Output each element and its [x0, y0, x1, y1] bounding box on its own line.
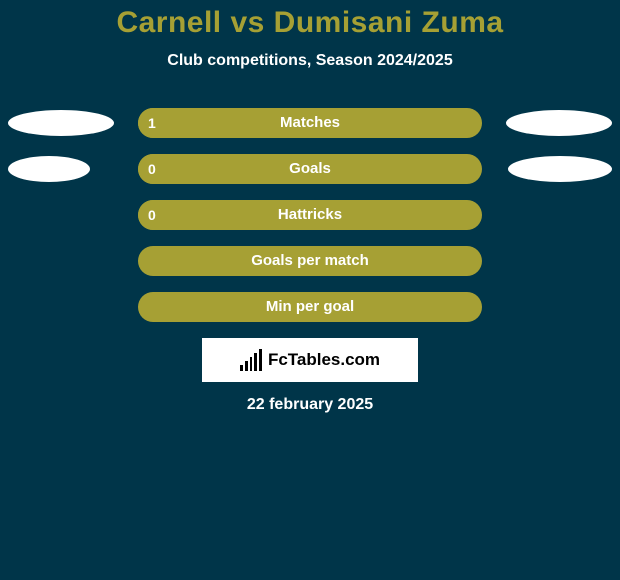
stat-row-goals-per-match: Goals per match: [0, 246, 620, 276]
brand-badge: FcTables.com: [202, 338, 418, 382]
left-ellipse: [8, 156, 90, 182]
page-title: Carnell vs Dumisani Zuma: [0, 0, 620, 40]
stat-row-matches: 1 Matches: [0, 108, 620, 138]
stat-rows: 1 Matches 0 Goals 0 Hattricks Goals per: [0, 108, 620, 322]
bar-label: Goals per match: [138, 246, 482, 276]
bar-label: Min per goal: [138, 292, 482, 322]
date-line: 22 february 2025: [0, 396, 620, 414]
bar-label: Matches: [138, 108, 482, 138]
left-ellipse: [8, 110, 114, 136]
page-subtitle: Club competitions, Season 2024/2025: [0, 52, 620, 70]
bar-label: Hattricks: [138, 200, 482, 230]
stat-row-hattricks: 0 Hattricks: [0, 200, 620, 230]
stat-row-goals: 0 Goals: [0, 154, 620, 184]
page-root: Carnell vs Dumisani Zuma Club competitio…: [0, 0, 620, 580]
brand-text: FcTables.com: [268, 350, 380, 370]
stat-row-min-per-goal: Min per goal: [0, 292, 620, 322]
right-ellipse: [508, 156, 612, 182]
bar-chart-icon: [240, 349, 262, 371]
right-ellipse: [506, 110, 612, 136]
bar-label: Goals: [138, 154, 482, 184]
